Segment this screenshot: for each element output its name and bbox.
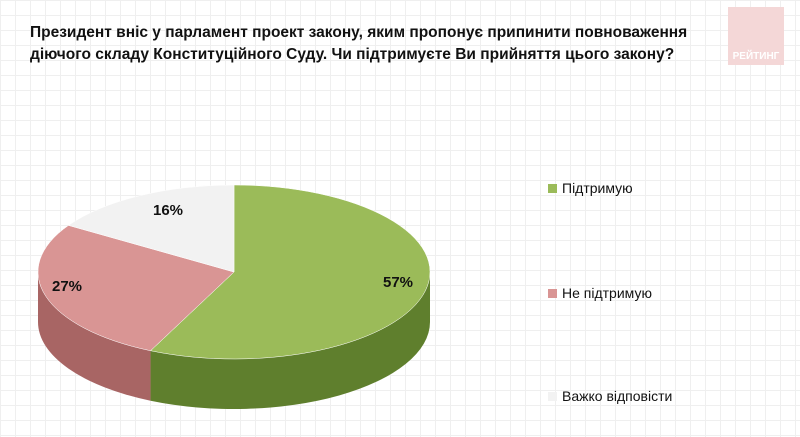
legend-swatch — [548, 183, 557, 193]
legend-item-oppose: Не підтримую — [548, 285, 652, 301]
data-label: 57% — [383, 274, 413, 291]
legend-swatch — [548, 288, 557, 298]
pie-side-1 — [38, 272, 151, 401]
legend-label: Підтримую — [562, 180, 633, 196]
legend-label: Не підтримую — [562, 285, 652, 301]
data-label: 27% — [52, 278, 82, 295]
pie-slice-2 — [67, 184, 235, 273]
pie-slice-0 — [150, 184, 431, 360]
chart-title: Президент вніс у парламент проект закону… — [30, 24, 688, 63]
logo-text: РЕЙТИНГ — [732, 51, 780, 62]
legend-item-unsure: Важко відповісти — [548, 388, 672, 404]
legend-swatch — [548, 391, 557, 401]
pie-slice-1 — [37, 225, 235, 351]
rating-logo: РЕЙТИНГ — [728, 7, 784, 65]
data-label: 16% — [153, 202, 183, 219]
legend-label: Важко відповісти — [562, 388, 673, 404]
legend-item-support: Підтримую — [548, 180, 633, 196]
pie-side-0 — [150, 272, 431, 409]
